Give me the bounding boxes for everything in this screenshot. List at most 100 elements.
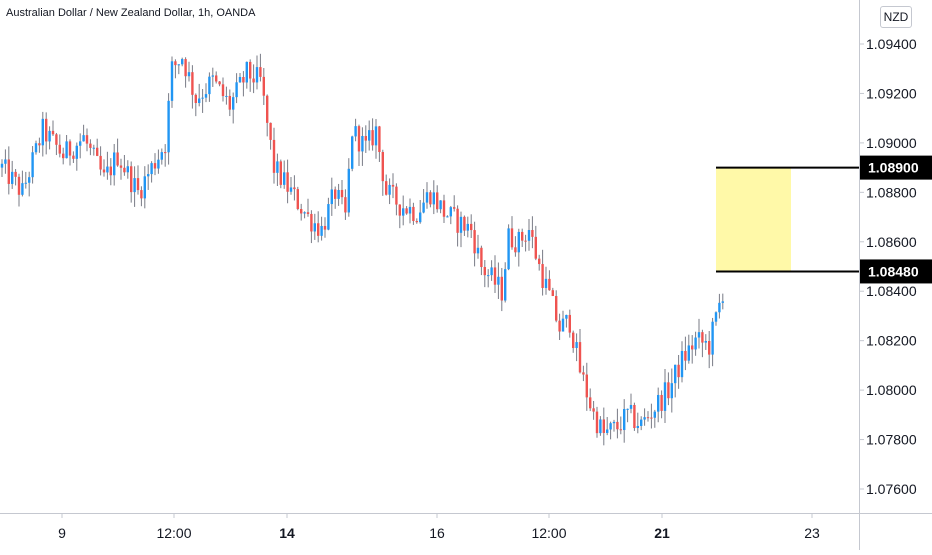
candle-body: [262, 76, 265, 96]
candle-body: [575, 342, 578, 348]
candle-body: [85, 135, 89, 144]
candle-body: [157, 159, 160, 169]
candle-body: [592, 408, 595, 412]
candle-body: [541, 264, 544, 288]
candle-body: [41, 118, 44, 146]
candle-body: [187, 72, 191, 77]
price-tick-label: 1.07800: [866, 432, 917, 448]
candle-body: [347, 168, 350, 213]
candle-body: [320, 225, 323, 236]
candle-body: [92, 147, 95, 149]
candle-body: [167, 100, 170, 153]
candle-body: [65, 141, 68, 159]
currency-button[interactable]: NZD: [880, 6, 912, 28]
candle-body: [293, 187, 296, 190]
candle-body: [531, 230, 534, 237]
candle-body: [24, 182, 27, 184]
time-axis[interactable]: 9 12:00 14 16 12:00 21 23: [58, 513, 820, 541]
candle-body: [279, 161, 282, 185]
candle-body: [572, 332, 575, 348]
candle-body: [480, 247, 483, 268]
candle-body: [354, 126, 357, 137]
candle-body: [701, 332, 704, 343]
time-tick-label: 23: [804, 525, 820, 541]
chart-title: Australian Dollar / New Zealand Dollar, …: [6, 7, 256, 19]
candle-body: [378, 126, 381, 153]
candle-body: [340, 189, 344, 198]
candle-body: [147, 174, 150, 177]
candle-body: [650, 417, 653, 419]
candle-body: [184, 59, 187, 77]
candle-body: [170, 61, 174, 101]
candle-body: [646, 417, 650, 419]
candle-body: [14, 171, 17, 177]
candle-body: [198, 98, 201, 103]
candle-body: [500, 276, 503, 301]
candle-body: [133, 178, 136, 193]
candle-body: [684, 350, 687, 361]
candle-body: [446, 216, 449, 218]
candle-body: [619, 429, 622, 431]
candle-body: [714, 312, 718, 322]
candle-body: [439, 200, 442, 210]
candle-body: [388, 184, 391, 195]
candle-body: [470, 223, 473, 231]
candle-body: [113, 152, 116, 176]
price-tick-label: 1.08400: [866, 283, 917, 299]
candle-body: [143, 176, 146, 199]
candle-body: [119, 165, 123, 168]
candle-body: [391, 184, 395, 187]
candle-body: [150, 163, 153, 175]
candle-body: [599, 419, 602, 434]
candle-body: [126, 166, 129, 173]
candle-body: [538, 258, 541, 265]
candle-body: [272, 139, 276, 173]
candle-body: [381, 152, 384, 182]
candle-body: [296, 189, 299, 210]
candle-body: [116, 152, 119, 166]
candle-body: [225, 95, 228, 97]
candle-body: [677, 364, 680, 378]
candle-body: [405, 208, 408, 214]
candle-body: [704, 340, 707, 343]
candle-body: [51, 130, 55, 135]
candle-body: [17, 176, 21, 195]
candle-body: [674, 364, 677, 384]
candle-body: [606, 429, 609, 433]
candle-body: [371, 130, 374, 146]
candle-body: [317, 223, 320, 236]
zone-top-price-label: 1.08900: [868, 160, 919, 176]
candle-body: [595, 411, 599, 434]
candle-body: [398, 204, 401, 216]
candle-body: [708, 340, 711, 355]
candle-body: [177, 64, 180, 66]
candle-body: [442, 200, 446, 217]
candle-body: [259, 67, 262, 77]
candle-body: [79, 141, 82, 146]
candle-body: [497, 276, 500, 285]
candle-body: [687, 345, 690, 361]
candle-body: [34, 143, 38, 153]
candle-body: [487, 275, 490, 277]
candle-body: [589, 397, 592, 409]
candle-body: [432, 192, 435, 205]
zone-top-price-label-bg: [860, 155, 932, 180]
candle-body: [82, 135, 85, 142]
candle-body: [507, 228, 510, 270]
price-tick-label: 1.08600: [866, 234, 917, 250]
candle-body: [449, 207, 452, 217]
candle-body: [361, 135, 364, 152]
candle-body: [276, 161, 279, 173]
candle-body: [585, 374, 588, 398]
candle-body: [109, 166, 112, 176]
candle-body: [327, 204, 330, 230]
candle-body: [568, 314, 571, 333]
candle-body: [351, 136, 354, 169]
target-zone-box[interactable]: [716, 167, 791, 272]
candle-body: [493, 267, 497, 285]
price-axis[interactable]: 1.09400 1.09200 1.09000 1.08800 1.08600 1.084…: [859, 36, 917, 497]
candle-body: [310, 213, 313, 232]
candle-body: [130, 166, 133, 193]
